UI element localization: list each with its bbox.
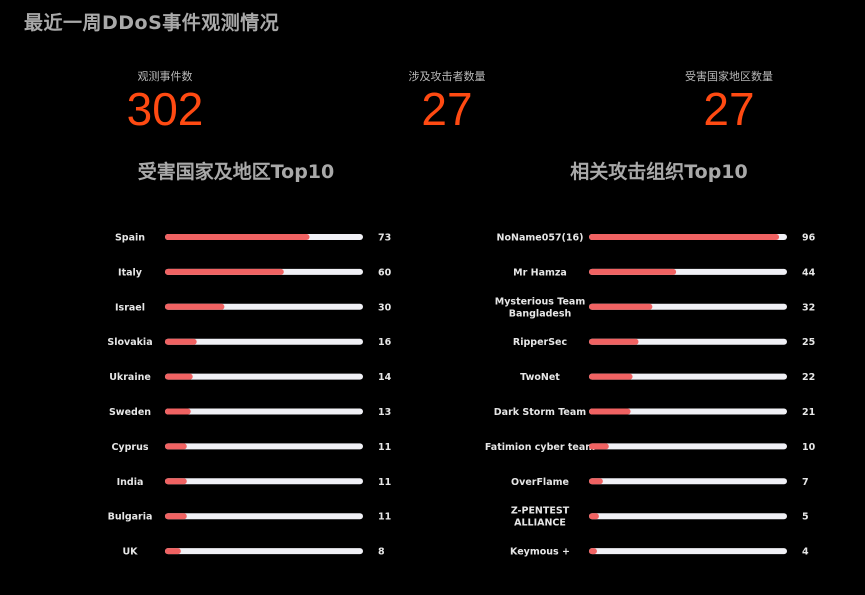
stat-regions-value: 27 [703,83,755,135]
country-bar [165,338,197,345]
group-value-label: 10 [802,442,816,453]
group-bar-track [589,338,787,345]
country-bar [165,513,187,520]
group-bar [589,338,639,345]
country-value-label: 60 [378,267,392,278]
country-label: Italy [118,267,143,278]
country-bar-track [165,513,363,520]
stat-events: 观测事件数 302 [65,68,265,134]
country-value-label: 11 [378,442,391,453]
country-bar [165,548,181,555]
country-value-label: 73 [378,233,391,244]
group-value-label: 7 [802,477,809,488]
country-value-label: 11 [378,512,391,523]
group-bar [589,373,633,380]
group-bar [589,513,599,520]
stat-attackers-value: 27 [421,83,473,135]
group-label: RipperSec [513,337,567,348]
country-label: India [117,477,144,488]
country-bar-track [165,408,363,415]
country-label: Slovakia [107,337,152,348]
country-label: Spain [115,233,145,244]
country-value-label: 8 [378,547,385,558]
group-bar [589,268,677,275]
group-label: OverFlame [511,477,569,488]
group-bar-track [589,478,787,485]
country-bar-track [165,373,363,380]
stat-regions-label: 受害国家地区数量 [685,70,773,83]
country-label: Ukraine [109,372,151,383]
group-value-label: 5 [802,512,809,523]
group-value-label: 22 [802,372,815,383]
country-label: Bulgaria [108,512,153,523]
group-label: Keymous + [510,547,570,558]
stat-attackers: 涉及攻击者数量 27 [347,68,547,134]
country-bar [165,234,310,240]
stat-events-value: 302 [126,83,204,135]
group-bar [589,478,603,485]
country-bar [165,268,284,275]
chart-title-groups: 相关攻击组织Top10 [570,161,748,183]
group-bar-track [589,548,787,555]
group-bar [589,443,609,450]
group-bar-track [589,513,787,520]
country-value-label: 11 [378,477,391,488]
stat-events-label: 观测事件数 [137,70,193,83]
group-bar [589,303,653,310]
group-value-label: 96 [802,233,816,244]
country-bar-track [165,548,363,555]
country-bar [165,443,187,450]
country-label: Israel [115,302,145,313]
stat-attackers-label: 涉及攻击者数量 [408,70,486,83]
group-value-label: 32 [802,302,815,313]
country-value-label: 30 [378,302,392,313]
country-value-label: 13 [378,407,391,418]
country-label: Sweden [109,407,151,418]
country-bar [165,478,187,485]
group-label: TwoNet [520,372,560,383]
country-bar [165,373,193,380]
group-label: Mysterious Team Bangladesh [495,296,586,319]
group-bar [589,234,780,240]
country-value-label: 16 [378,337,392,348]
group-value-label: 4 [802,547,809,558]
stat-regions: 受害国家地区数量 27 [629,68,829,134]
country-bar [165,303,225,310]
group-label: Mr Hamza [513,267,567,278]
group-bar-track [589,373,787,380]
group-value-label: 44 [802,267,816,278]
group-bar [589,548,597,555]
country-bar-track [165,478,363,485]
group-value-label: 21 [802,407,815,418]
group-label: Z-PENTEST ALLIANCE [511,506,570,529]
group-bar [589,408,631,415]
country-bar-track [165,338,363,345]
group-label: Dark Storm Team [494,407,586,418]
page-title: 最近一周DDoS事件观测情况 [24,12,280,34]
country-value-label: 14 [378,372,392,383]
group-value-label: 25 [802,337,815,348]
country-bar [165,408,191,415]
group-label: Fatimion cyber team [485,442,595,453]
group-bar-track [589,443,787,450]
country-label: Cyprus [111,442,148,453]
group-bar-track [589,408,787,415]
group-label: NoName057(16) [497,233,584,244]
country-label: UK [122,547,138,558]
chart-title-countries: 受害国家及地区Top10 [137,161,335,183]
country-bar-track [165,443,363,450]
